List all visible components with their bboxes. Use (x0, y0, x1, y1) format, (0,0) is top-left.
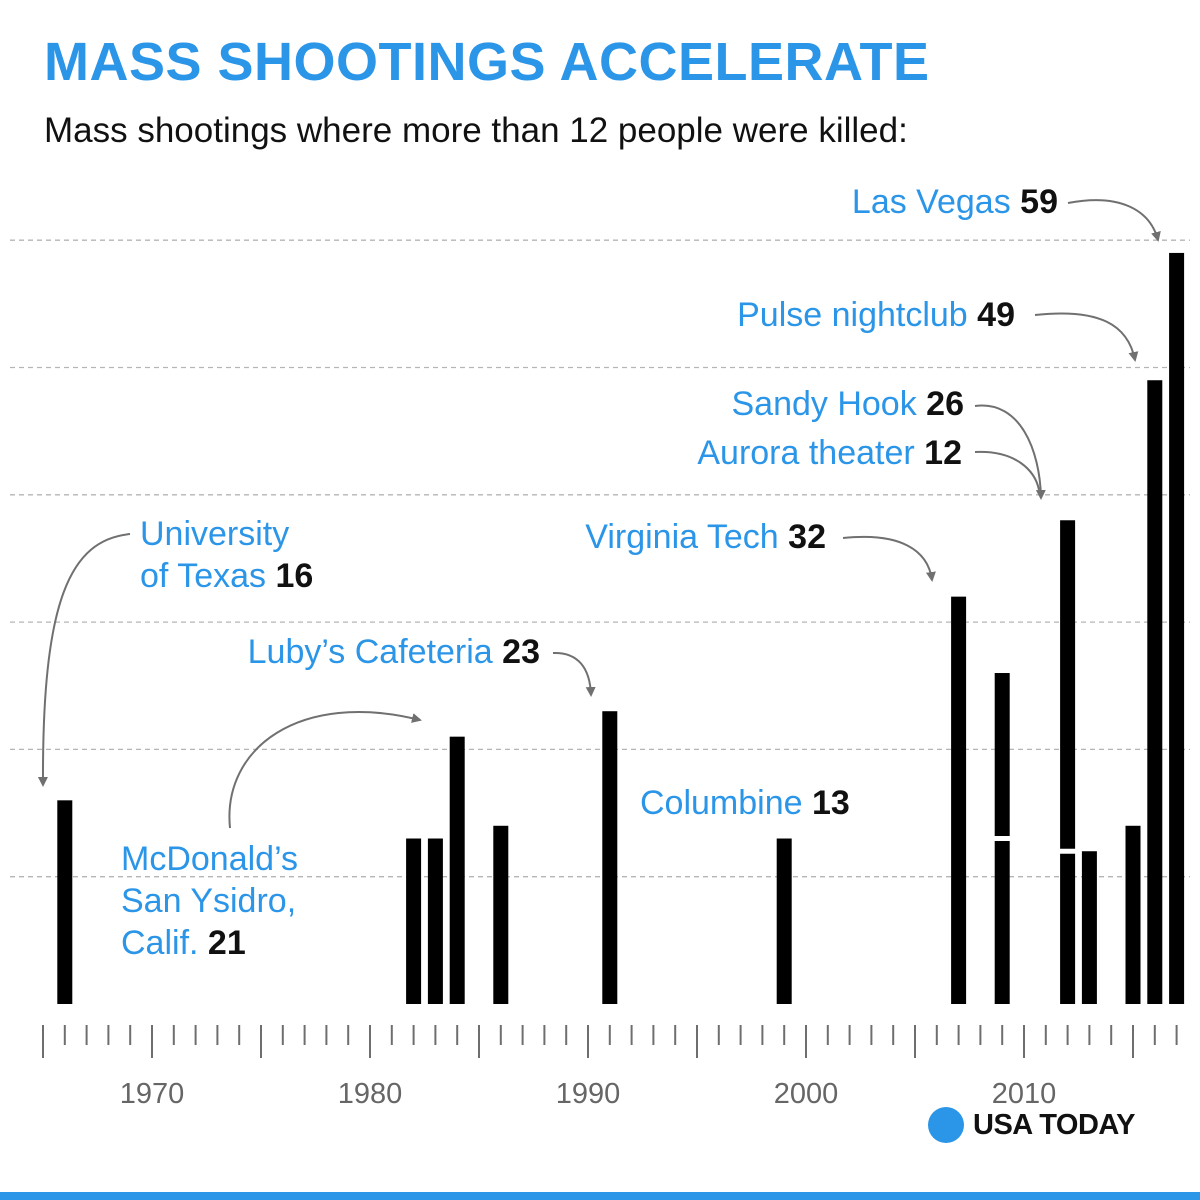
bar-2009-seg1 (994, 841, 1010, 1004)
annotation-las-vegas: Las Vegas 59 (852, 181, 1058, 223)
bars (57, 252, 1185, 1005)
usa-today-logo: USA TODAY (928, 1107, 1136, 1143)
bottom-accent-bar (0, 1192, 1200, 1200)
annotation-ut-line2: of Texas (140, 557, 267, 595)
arrow-lubys-cafeteria (552, 651, 596, 697)
brand-name: USA TODAY (973, 1108, 1136, 1141)
annotation-pulse-nightclub: Pulse nightclub 49 (737, 294, 1015, 336)
arrow-mcdonalds (228, 711, 422, 829)
gridlines (10, 239, 1190, 878)
annotation-lubys-event: Luby’s Cafeteria (247, 633, 493, 671)
arrow-sandy-hook (974, 404, 1046, 500)
bar-1999 (776, 838, 792, 1004)
annotation-aurora-theater-deaths: 12 (924, 434, 962, 472)
x-tick-label-1990: 1990 (556, 1078, 621, 1110)
annotation-lubys-deaths: 23 (502, 633, 540, 671)
x-tick-label-2010: 2010 (992, 1078, 1057, 1110)
bar-2013 (1081, 851, 1097, 1004)
annotation-mcdonalds: McDonald’s San Ysidro, Calif. 21 (121, 838, 298, 964)
annotation-mcdonalds-deaths: 21 (207, 924, 246, 962)
bar-1983 (427, 838, 443, 1004)
x-axis: 1970 1980 1990 2000 2010 (42, 1025, 1178, 1110)
arrow-pulse-nightclub (1034, 312, 1139, 362)
annotation-pulse-nightclub-deaths: 49 (977, 296, 1015, 334)
bar-1966 (57, 800, 73, 1004)
annotation-ut-line1: University (140, 515, 290, 553)
annotation-mcdonalds-line2: San Ysidro, (121, 882, 297, 920)
arrow-university-of-texas (37, 533, 131, 787)
bar-1991 (602, 711, 618, 1004)
annotation-las-vegas-event: Las Vegas (851, 183, 1011, 221)
bar-1984 (449, 736, 465, 1004)
annotation-aurora-theater: Aurora theater 12 (697, 432, 962, 474)
annotation-pulse-nightclub-event: Pulse nightclub (737, 296, 968, 334)
blue-circle-icon (928, 1107, 964, 1143)
x-tick-label-2000: 2000 (774, 1078, 839, 1110)
annotation-arrows (37, 199, 1161, 829)
bar-1982 (406, 838, 422, 1004)
bar-2012-seg2 (1060, 520, 1076, 849)
annotation-virginia-tech-deaths: 32 (788, 518, 826, 556)
bar-2009-seg2 (994, 673, 1010, 837)
bar-2016 (1147, 380, 1163, 1005)
annotation-sandy-hook: Sandy Hook 26 (731, 383, 964, 425)
annotation-columbine-deaths: 13 (811, 784, 850, 822)
annotation-columbine: Columbine 13 (640, 782, 850, 824)
bar-1986 (493, 825, 509, 1004)
annotation-ut-deaths: 16 (275, 557, 314, 595)
annotation-lubys-cafeteria: Luby’s Cafeteria 23 (248, 631, 540, 673)
annotation-columbine-event: Columbine (640, 784, 803, 822)
bar-2012-seg1 (1060, 853, 1076, 1004)
annotation-virginia-tech-event: Virginia Tech (585, 518, 779, 556)
annotation-virginia-tech: Virginia Tech 32 (585, 516, 826, 558)
annotation-mcdonalds-line1: McDonald’s (121, 840, 299, 878)
x-tick-label-1970: 1970 (120, 1078, 185, 1110)
bar-2007 (951, 596, 967, 1004)
annotation-aurora-theater-event: Aurora theater (697, 434, 915, 472)
annotation-sandy-hook-event: Sandy Hook (731, 385, 917, 423)
annotation-las-vegas-deaths: 59 (1020, 183, 1058, 221)
annotation-university-of-texas: University of Texas 16 (140, 513, 313, 597)
arrow-virginia-tech (842, 535, 936, 582)
bar-2015 (1125, 825, 1141, 1004)
annotation-mcdonalds-line3: Calif. (121, 924, 199, 962)
arrow-las-vegas (1067, 199, 1161, 242)
chart-title: MASS SHOOTINGS ACCELERATE (44, 32, 930, 92)
bar-2017 (1169, 252, 1185, 1004)
arrow-aurora-theater (974, 450, 1040, 491)
x-tick-label-1980: 1980 (338, 1078, 403, 1110)
chart-subtitle: Mass shootings where more than 12 people… (44, 111, 908, 150)
annotation-sandy-hook-deaths: 26 (926, 385, 964, 423)
